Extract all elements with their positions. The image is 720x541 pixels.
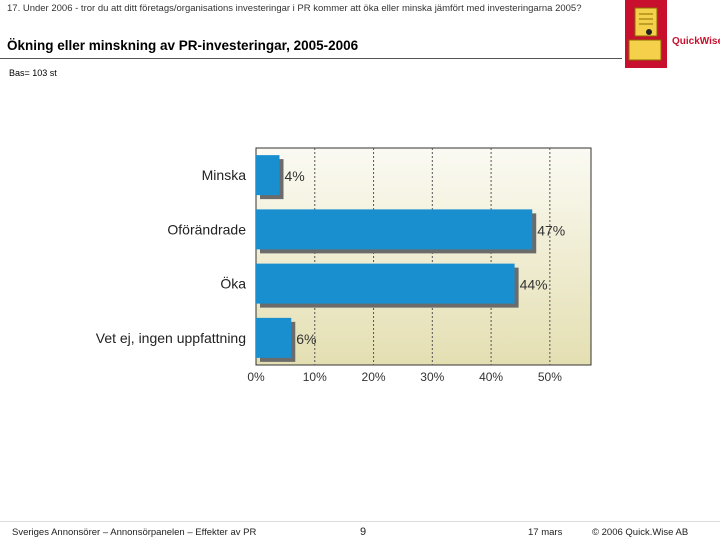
page-number: 9: [360, 526, 367, 538]
x-tick-label: 30%: [420, 370, 444, 384]
tick-labels: 0% 10% 20% 30% 40% 50%: [247, 370, 562, 384]
question-text: 17. Under 2006 - tror du att ditt företa…: [7, 3, 582, 14]
x-tick-label: 50%: [538, 370, 562, 384]
category-labels: Minska Oförändrade Öka Vet ej, ingen uppfat…: [96, 167, 246, 346]
category-label: Minska: [202, 167, 247, 183]
bar-chart: Minska Oförändrade Öka Vet ej, ingen uppfat…: [96, 147, 592, 384]
footer-source: Sveriges Annonsörer – Annonsörpanelen – …: [12, 527, 257, 538]
data-label: 6%: [296, 331, 316, 347]
x-tick-label: 10%: [303, 370, 327, 384]
page-title: Ökning eller minskning av PR-investering…: [7, 38, 359, 53]
bar: [256, 209, 533, 250]
x-tick-label: 40%: [479, 370, 503, 384]
data-label: 4%: [285, 168, 305, 184]
logo-mark: [625, 0, 667, 68]
category-label: Öka: [220, 275, 246, 292]
footer-date: 17 mars: [528, 527, 563, 538]
grid-lines: [314, 148, 551, 365]
bar: [256, 263, 515, 304]
data-label: 47%: [537, 222, 565, 238]
base-note: Bas= 103 st: [9, 68, 57, 78]
footer: Sveriges Annonsörer – Annonsörpanelen – …: [0, 521, 720, 541]
data-label: 44%: [520, 277, 548, 293]
bar: [256, 317, 292, 358]
x-tick-label: 0%: [247, 370, 265, 384]
plot-area: [255, 147, 592, 366]
quickwise-logo: QuickWise: [624, 0, 720, 68]
title-divider: [0, 58, 622, 59]
bars: [256, 155, 537, 362]
footer-copyright: © 2006 Quick.Wise AB: [592, 527, 689, 538]
value-labels: 4% 47% 44% 6%: [285, 168, 566, 347]
logo-text: QuickWise: [672, 36, 720, 47]
category-label: Oförändrade: [167, 221, 246, 237]
bar: [256, 155, 280, 196]
category-label: Vet ej, ingen uppfattning: [96, 330, 246, 346]
x-tick-label: 20%: [362, 370, 386, 384]
